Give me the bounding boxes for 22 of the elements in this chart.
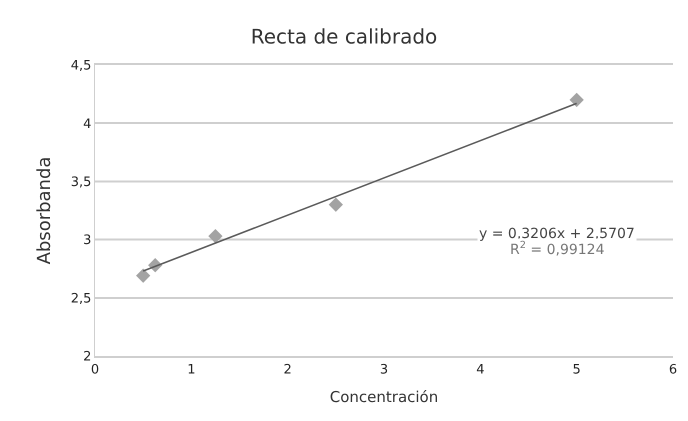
y-axis-title: Absorbanda [34,156,55,264]
x-tick-label: 0 [90,362,100,378]
point [570,92,584,108]
x-axis-title: Concentración [330,388,438,406]
annotation: R$^{2}$ = 0,99124 [510,240,605,258]
annotation: y = 0,3206x + 2,5707 [479,226,635,242]
y-tick-label: 2,5 [70,291,92,306]
x-tick-label: 6 [668,362,678,378]
y-tick-label: 4 [83,116,92,132]
y-tick-label: 3,5 [70,174,92,190]
point [328,198,343,212]
chart-title: Recta de calibrado [250,24,438,48]
x-tick-label: 1 [187,362,196,378]
x-tick-label: 2 [284,362,292,378]
y-tick-label: 3 [83,233,92,248]
point [136,268,150,283]
x-tick-label: 5 [572,362,581,378]
y-tick-label: 2 [83,350,92,365]
x-tick-label: 4 [476,362,484,378]
point [208,228,223,244]
y-tick-label: 4,5 [70,58,92,74]
x-tick-label: 3 [380,362,388,378]
